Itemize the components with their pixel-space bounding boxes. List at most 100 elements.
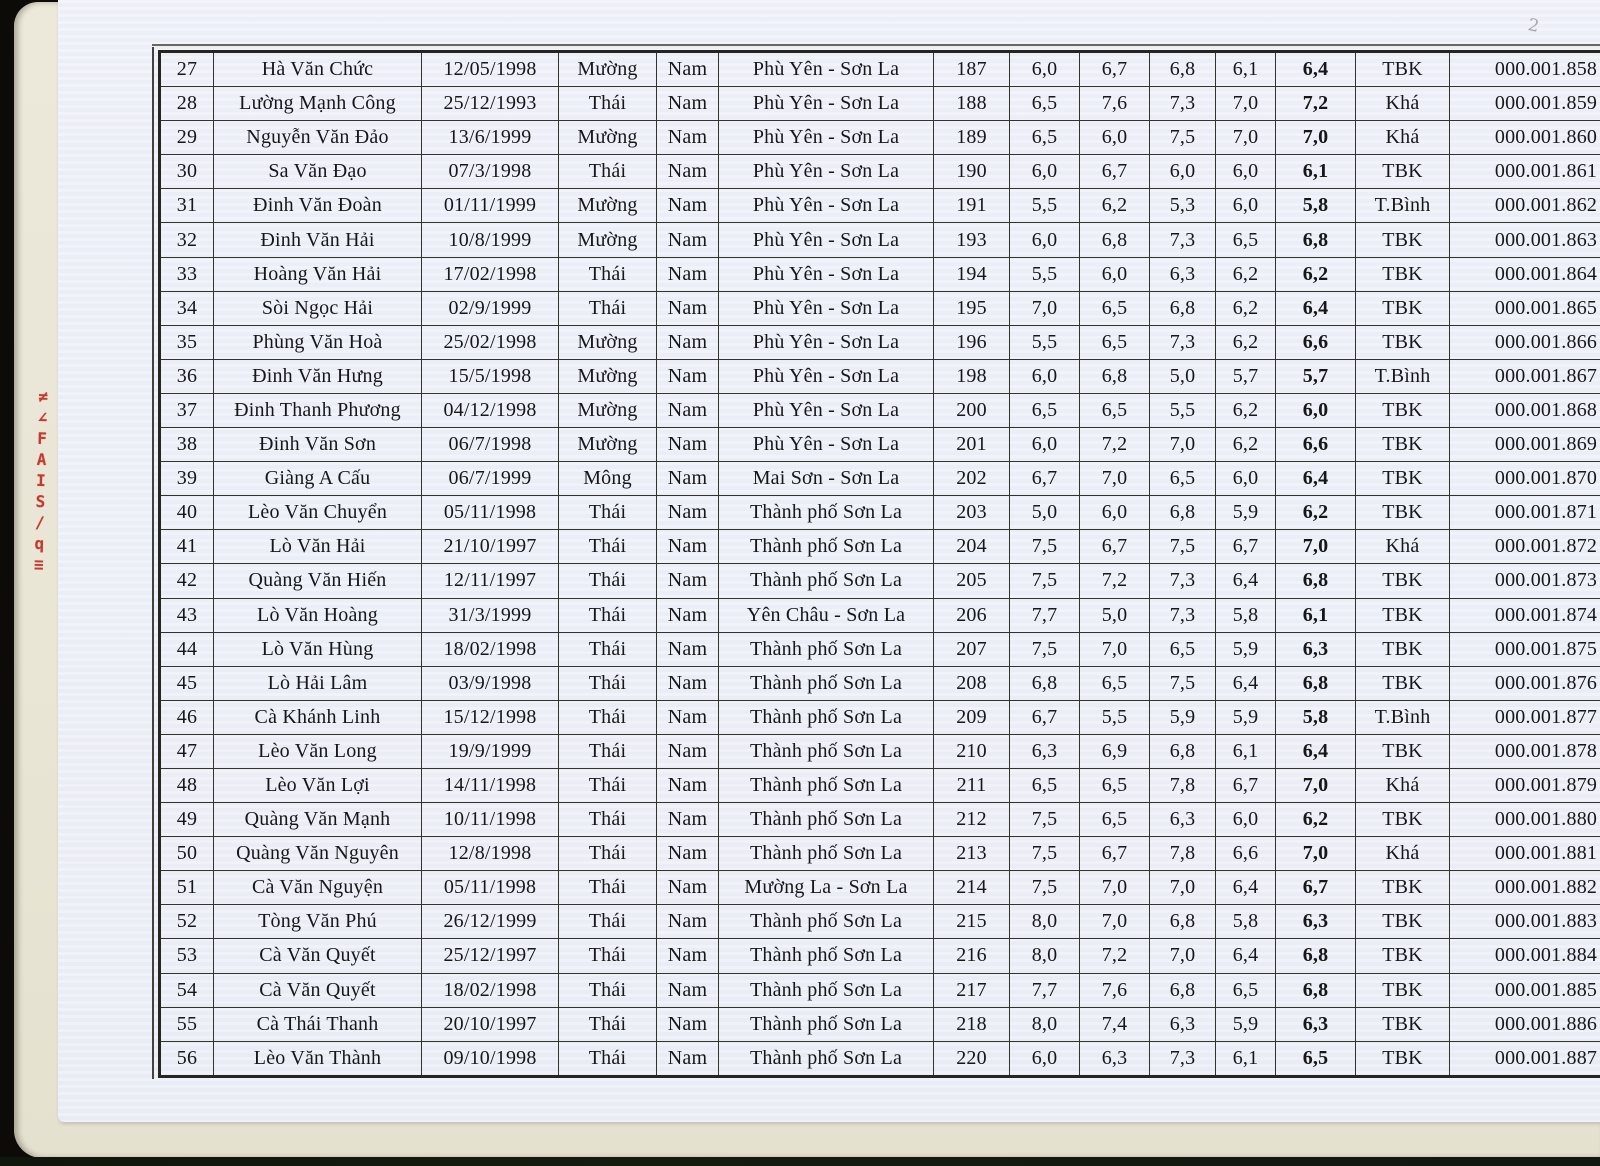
cell-average: 6,8 <box>1275 938 1356 974</box>
cell-dob: 09/10/1998 <box>421 1040 559 1077</box>
cell-gender: Nam <box>656 222 719 258</box>
cell-scores: 7,0 <box>1215 86 1276 122</box>
cell-place: Phù Yên - Sơn La <box>718 50 934 88</box>
cell-grade: Khá <box>1355 767 1450 804</box>
cell-grade: Khá <box>1355 120 1450 156</box>
cell-grade: TBK <box>1355 972 1450 1008</box>
cell-average: 6,3 <box>1275 631 1356 667</box>
cell-candidate_no: 200 <box>933 392 1010 429</box>
cell-gender: Nam <box>656 733 719 769</box>
cell-id: 000.001.868 <box>1449 392 1600 429</box>
table-row: 34 Sòi Ngọc Hải 02/9/1999 Thái Nam Phù Yên - … <box>159 290 1600 326</box>
table-row: 30 Sa Văn Đạo 07/3/1998 Thái Nam Phù Yên - Sơ… <box>159 154 1600 190</box>
table-row: 41 Lò Văn Hải 21/10/1997 Thái Nam Thành phố S… <box>159 529 1600 565</box>
cell-grade: T.Bình <box>1355 188 1450 224</box>
cell-candidate_no: 216 <box>933 938 1010 974</box>
cell-dob: 17/02/1998 <box>421 256 559 292</box>
table-row: 43 Lò Văn Hoàng 31/3/1999 Thái Nam Yên Châu -… <box>159 597 1600 633</box>
cell-grade: TBK <box>1355 461 1450 497</box>
cell-ethnicity: Thái <box>558 699 657 735</box>
margin-note-char: I <box>35 470 47 491</box>
cell-dob: 12/05/1998 <box>421 50 559 88</box>
cell-name: Lò Văn Hoàng <box>213 597 422 633</box>
cell-scores: 7,8 <box>1149 836 1216 872</box>
cell-gender: Nam <box>656 427 719 463</box>
table-row: 28 Lường Mạnh Công 25/12/1993 Thái Nam Phù Yê… <box>159 86 1600 122</box>
cell-scores: 6,7 <box>1079 154 1150 190</box>
cell-scores: 6,0 <box>1149 154 1216 190</box>
cell-candidate_no: 190 <box>933 154 1010 190</box>
cell-gender: Nam <box>656 631 719 667</box>
cell-scores: 6,3 <box>1009 733 1080 769</box>
cell-candidate_no: 211 <box>933 767 1010 804</box>
cell-scores: 7,5 <box>1009 836 1080 872</box>
cell-candidate_no: 193 <box>933 222 1010 258</box>
cell-gender: Nam <box>656 972 719 1008</box>
student-score-table-wrap: 27 Hà Văn Chức 12/05/1998 Mường Nam Phù Yên -… <box>152 44 1600 1079</box>
cell-id: 000.001.880 <box>1449 802 1600 838</box>
cell-no: 37 <box>159 392 214 429</box>
cell-gender: Nam <box>656 154 719 190</box>
cell-id: 000.001.873 <box>1449 563 1600 599</box>
cell-gender: Nam <box>656 324 719 360</box>
cell-gender: Nam <box>656 1040 719 1077</box>
cell-scores: 6,5 <box>1009 86 1080 122</box>
table-row: 38 Đinh Văn Sơn 06/7/1998 Mường Nam Phù Yên -… <box>159 427 1600 463</box>
table-row: 45 Lò Hải Lâm 03/9/1998 Thái Nam Thành phố Sơ… <box>159 665 1600 701</box>
cell-scores: 6,5 <box>1079 767 1150 804</box>
cell-gender: Nam <box>656 290 719 326</box>
cell-place: Thành phố Sơn La <box>718 631 934 667</box>
cell-scores: 6,8 <box>1149 50 1216 88</box>
cell-scores: 6,8 <box>1149 733 1216 769</box>
cell-scores: 8,0 <box>1009 1006 1080 1042</box>
cell-id: 000.001.863 <box>1449 222 1600 258</box>
cell-id: 000.001.870 <box>1449 461 1600 497</box>
cell-scores: 6,1 <box>1215 1040 1276 1077</box>
cell-name: Cà Văn Quyết <box>213 938 422 974</box>
cell-scores: 7,0 <box>1149 870 1216 906</box>
cell-ethnicity: Thái <box>558 836 657 872</box>
cell-scores: 6,5 <box>1079 290 1150 326</box>
cell-gender: Nam <box>656 699 719 735</box>
cell-scores: 6,0 <box>1215 154 1276 190</box>
table-row: 48 Lèo Văn Lợi 14/11/1998 Thái Nam Thành phố … <box>159 767 1600 804</box>
cell-scores: 6,5 <box>1009 392 1080 429</box>
cell-grade: TBK <box>1355 870 1450 906</box>
table-row: 50 Quàng Văn Nguyên 12/8/1998 Thái Nam Thành … <box>159 836 1600 872</box>
cell-ethnicity: Thái <box>558 972 657 1008</box>
cell-gender: Nam <box>656 392 719 429</box>
cell-ethnicity: Mường <box>558 392 657 429</box>
cell-scores: 6,4 <box>1215 563 1276 599</box>
cell-average: 5,8 <box>1275 188 1356 224</box>
cell-scores: 5,5 <box>1149 392 1216 429</box>
cell-scores: 6,4 <box>1215 938 1276 974</box>
cell-scores: 6,7 <box>1009 699 1080 735</box>
cell-grade: TBK <box>1355 665 1450 701</box>
cell-id: 000.001.858 <box>1449 50 1600 88</box>
cell-scores: 6,0 <box>1009 222 1080 258</box>
cell-no: 50 <box>159 836 214 872</box>
cell-ethnicity: Mường <box>558 188 657 224</box>
cell-scores: 6,5 <box>1079 324 1150 360</box>
cell-average: 6,3 <box>1275 1006 1356 1042</box>
cell-gender: Nam <box>656 802 719 838</box>
cell-scores: 6,7 <box>1215 529 1276 565</box>
cell-scores: 5,5 <box>1009 256 1080 292</box>
cell-scores: 7,0 <box>1149 427 1216 463</box>
cell-id: 000.001.874 <box>1449 597 1600 633</box>
cell-average: 6,3 <box>1275 904 1356 940</box>
cell-gender: Nam <box>656 120 719 156</box>
cell-scores: 7,2 <box>1079 427 1150 463</box>
cell-scores: 8,0 <box>1009 938 1080 974</box>
cell-ethnicity: Thái <box>558 1040 657 1077</box>
cell-scores: 7,5 <box>1009 563 1080 599</box>
cell-gender: Nam <box>656 904 719 940</box>
cell-candidate_no: 210 <box>933 733 1010 769</box>
cell-scores: 6,8 <box>1149 904 1216 940</box>
cell-scores: 5,9 <box>1215 699 1276 735</box>
cell-dob: 07/3/1998 <box>421 154 559 190</box>
cell-scores: 6,2 <box>1215 324 1276 360</box>
cell-dob: 05/11/1998 <box>421 495 559 531</box>
cell-name: Đinh Thanh Phương <box>213 392 422 429</box>
cell-gender: Nam <box>656 461 719 497</box>
